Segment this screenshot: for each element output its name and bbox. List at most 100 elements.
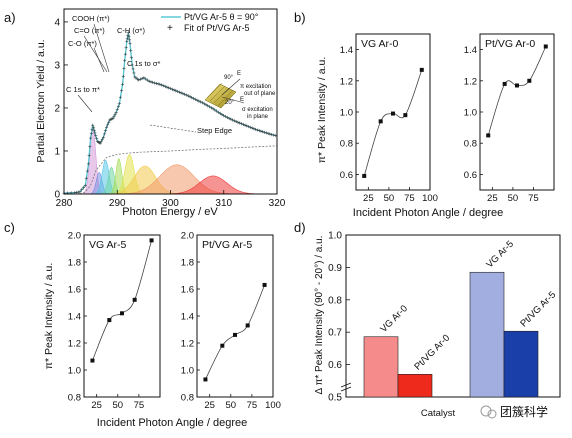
fit-point xyxy=(270,133,274,137)
panel-a-x-tick-label: 320 xyxy=(269,198,286,209)
panel-b-y-axis-label: π* Peak Intensity / a.u. xyxy=(316,57,328,163)
panel-d-y-tick-label: 0.7 xyxy=(328,328,342,339)
b1-point-4 xyxy=(419,67,424,72)
inset-angle-90: 90° xyxy=(224,75,234,81)
fit-point xyxy=(271,133,276,137)
bar-1 xyxy=(397,374,433,398)
fit-point xyxy=(101,135,106,139)
beam-90-icon xyxy=(221,78,241,96)
fit-point xyxy=(231,118,235,122)
fit-point xyxy=(128,41,132,46)
watermark-text: 团簇科学 xyxy=(500,404,548,419)
fit-point xyxy=(147,79,151,83)
fit-point xyxy=(123,52,128,56)
fit-point xyxy=(152,81,157,85)
fit-point xyxy=(115,107,119,111)
fit-point xyxy=(158,82,162,86)
fit-point xyxy=(161,84,165,88)
fit-point xyxy=(163,84,167,89)
crystal-icon xyxy=(204,83,237,109)
c1-y-tick-label: 2.0 xyxy=(68,231,81,242)
fit-point xyxy=(199,100,203,104)
c1-y-tick-label: 1.4 xyxy=(68,312,81,323)
b2-x-tick-label: 50 xyxy=(508,193,519,204)
b1-y-tick-label: 1.0 xyxy=(340,108,353,119)
panel-a-frame xyxy=(63,8,278,195)
legend-entry-fit: Fit of Pt/VG Ar-5 xyxy=(184,23,250,33)
panel-c-x-axis-label: Incident Photon Angle / degree xyxy=(97,417,247,429)
c1-x-tick-label: 50 xyxy=(112,400,123,411)
fit-point xyxy=(138,77,142,81)
b2-y-tick-label: 1.2 xyxy=(464,76,477,87)
c2-x-tick-label: 50 xyxy=(225,400,236,411)
inset-sigma-excitation: σ excitation xyxy=(242,107,273,113)
bar-3 xyxy=(503,330,539,398)
fit-point xyxy=(200,101,205,105)
fit-point xyxy=(83,183,87,187)
bar-label-3: Pt/VG Ar-5 xyxy=(518,289,558,329)
fit-point xyxy=(195,98,199,102)
fit-point xyxy=(248,125,252,129)
fit-point xyxy=(213,108,217,112)
b1-x-tick-label: 50 xyxy=(384,193,395,204)
fit-point xyxy=(211,107,215,111)
panel-d-y-axis-label: Δ π* Peak Intensity (90° - 20°) / a.u. xyxy=(314,236,325,395)
b1-y-tick-label: 0.8 xyxy=(340,139,353,150)
fit-point xyxy=(90,127,94,132)
annotation-ch-sigma: C-H (σ*) xyxy=(117,26,145,35)
fit-point xyxy=(88,145,92,149)
step-edge-curve xyxy=(79,145,278,195)
fit-point xyxy=(78,190,82,194)
fit-point xyxy=(183,92,187,96)
fit-point xyxy=(266,131,270,136)
panel-b-left-plot: VG Ar-0 25 50 75 100 0.6 0.8 1.0 1.2 1.4 xyxy=(340,33,438,204)
fit-point xyxy=(259,129,263,133)
fit-point xyxy=(264,131,268,135)
c2-y-tick-label: 1.0 xyxy=(181,366,194,377)
panel-d: d) 0.5 0.6 0.7 0.8 0.9 1.0 VG Ar-0Pt/VG Ar-0 VG… xyxy=(294,220,561,419)
fit-point xyxy=(119,89,124,93)
fit-point xyxy=(191,96,196,101)
fit-point xyxy=(76,190,80,194)
b1-y-tick-label: 0.6 xyxy=(340,170,353,181)
fit-point xyxy=(252,127,256,131)
panel-c-y-axis-label: π* Peak Intensity / a.u. xyxy=(43,263,55,369)
b2-y-tick-label: 1.4 xyxy=(464,45,477,56)
fit-point xyxy=(149,80,153,84)
fit-point xyxy=(257,129,261,133)
c2-point-0 xyxy=(203,377,208,382)
panel-b-x-axis-label: Incident Photon Angle / degree xyxy=(353,207,503,219)
panel-a-legend: Pt/VG Ar-5 θ = 90° + Fit of Pt/VG Ar-5 xyxy=(161,12,259,34)
c2-y-tick-label: 0.8 xyxy=(181,393,194,404)
b1-point-2 xyxy=(391,111,395,116)
fit-point xyxy=(129,56,134,60)
panel-a-y-tick-label: 0 xyxy=(54,190,60,201)
b2-frame xyxy=(479,33,555,191)
fit-point xyxy=(125,39,129,43)
annotation-leader-cooh xyxy=(93,23,110,73)
fit-point xyxy=(102,132,107,136)
fit-point xyxy=(254,127,258,132)
fit-point xyxy=(234,119,238,124)
annotation-c1s-pi: C 1s to π* xyxy=(66,85,100,94)
fit-point xyxy=(93,131,97,135)
b2-point-2 xyxy=(515,83,519,88)
b2-x-tick-label: 25 xyxy=(487,193,498,204)
fit-point xyxy=(181,92,185,96)
b2-x-tick-label: 75 xyxy=(528,193,539,204)
panel-a-y-tick-label: 4 xyxy=(54,17,60,28)
panel-a-label: a) xyxy=(4,10,16,25)
fit-point xyxy=(220,112,224,117)
measured-spectrum-line xyxy=(63,32,278,194)
fit-point xyxy=(273,133,277,138)
axis-break-icon xyxy=(340,382,352,392)
panel-b-label: b) xyxy=(294,10,306,25)
b1-title: VG Ar-0 xyxy=(361,38,399,50)
fit-point xyxy=(250,126,254,130)
fit-point xyxy=(216,110,221,114)
c1-point-1 xyxy=(107,318,112,323)
c1-point-0 xyxy=(90,358,95,363)
annotation-co-double: C=O (π*) xyxy=(74,26,105,35)
c1-y-tick-label: 1.2 xyxy=(68,339,81,350)
panel-a-x-tick-label: 310 xyxy=(215,198,232,209)
